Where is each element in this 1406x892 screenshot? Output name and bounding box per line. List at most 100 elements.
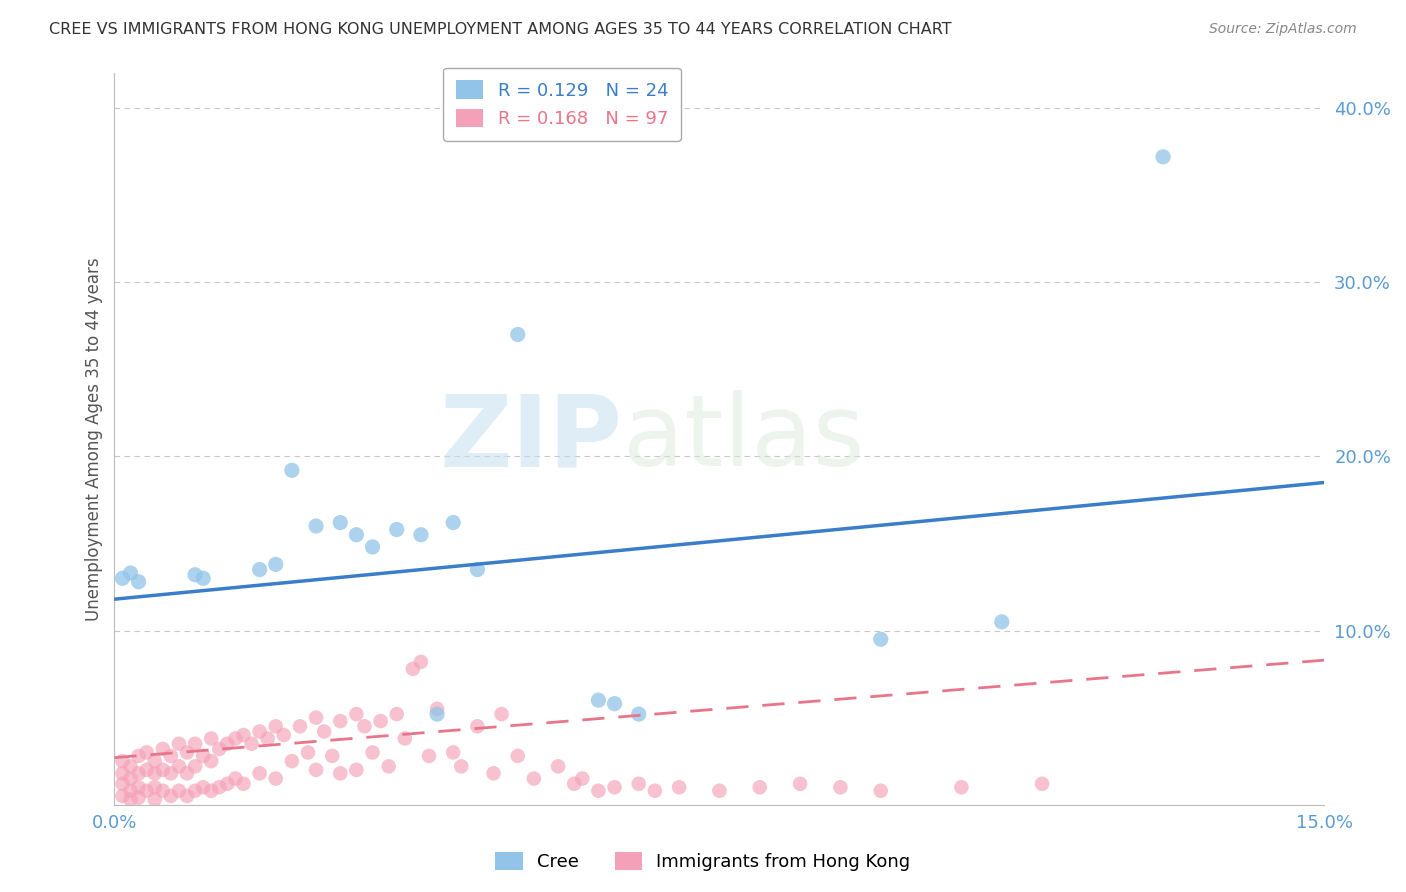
Point	[240, 737, 263, 751]
Legend: R = 0.129   N = 24, R = 0.168   N = 97: R = 0.129 N = 24, R = 0.168 N = 97	[443, 68, 681, 141]
Legend: Cree, Immigrants from Hong Kong: Cree, Immigrants from Hong Kong	[488, 845, 918, 879]
Point	[288, 719, 311, 733]
Point	[418, 748, 440, 763]
Point	[426, 702, 449, 716]
Point	[523, 772, 546, 786]
Point	[217, 737, 239, 751]
Point	[402, 662, 425, 676]
Point	[361, 540, 384, 554]
Point	[176, 789, 198, 803]
Point	[200, 754, 222, 768]
Point	[152, 742, 174, 756]
Point	[273, 728, 295, 742]
Point	[990, 615, 1012, 629]
Point	[506, 748, 529, 763]
Point	[176, 746, 198, 760]
Point	[128, 780, 150, 795]
Point	[135, 763, 157, 777]
Point	[167, 737, 190, 751]
Point	[191, 748, 214, 763]
Point	[603, 697, 626, 711]
Text: CREE VS IMMIGRANTS FROM HONG KONG UNEMPLOYMENT AMONG AGES 35 TO 44 YEARS CORRELA: CREE VS IMMIGRANTS FROM HONG KONG UNEMPL…	[49, 22, 952, 37]
Point	[482, 766, 505, 780]
Point	[668, 780, 690, 795]
Point	[869, 783, 891, 797]
Point	[176, 766, 198, 780]
Point	[167, 783, 190, 797]
Point	[249, 724, 271, 739]
Point	[264, 558, 287, 572]
Point	[950, 780, 973, 795]
Point	[748, 780, 770, 795]
Point	[128, 574, 150, 589]
Point	[120, 772, 142, 786]
Point	[264, 772, 287, 786]
Point	[191, 571, 214, 585]
Point	[385, 523, 408, 537]
Point	[281, 754, 304, 768]
Point	[224, 731, 246, 746]
Text: ZIP: ZIP	[440, 391, 623, 487]
Point	[344, 527, 367, 541]
Point	[111, 754, 134, 768]
Point	[441, 516, 464, 530]
Point	[491, 707, 513, 722]
Point	[249, 766, 271, 780]
Point	[264, 719, 287, 733]
Point	[329, 714, 352, 728]
Point	[562, 777, 585, 791]
Point	[441, 746, 464, 760]
Point	[321, 748, 343, 763]
Point	[426, 707, 449, 722]
Point	[627, 777, 650, 791]
Point	[128, 748, 150, 763]
Point	[506, 327, 529, 342]
Point	[120, 783, 142, 797]
Point	[353, 719, 375, 733]
Point	[120, 566, 142, 580]
Point	[305, 710, 328, 724]
Point	[361, 746, 384, 760]
Point	[644, 783, 666, 797]
Point	[281, 463, 304, 477]
Point	[135, 783, 157, 797]
Point	[184, 783, 207, 797]
Point	[143, 792, 166, 806]
Point	[232, 777, 254, 791]
Point	[224, 772, 246, 786]
Point	[314, 724, 336, 739]
Point	[143, 754, 166, 768]
Point	[135, 746, 157, 760]
Point	[143, 766, 166, 780]
Point	[111, 777, 134, 791]
Point	[709, 783, 731, 797]
Point	[200, 731, 222, 746]
Point	[128, 766, 150, 780]
Point	[160, 789, 183, 803]
Point	[409, 655, 432, 669]
Point	[830, 780, 852, 795]
Point	[200, 783, 222, 797]
Point	[120, 792, 142, 806]
Point	[467, 719, 489, 733]
Point	[329, 516, 352, 530]
Point	[152, 783, 174, 797]
Point	[385, 707, 408, 722]
Text: Source: ZipAtlas.com: Source: ZipAtlas.com	[1209, 22, 1357, 37]
Point	[305, 519, 328, 533]
Point	[547, 759, 569, 773]
Point	[370, 714, 392, 728]
Point	[571, 772, 593, 786]
Point	[191, 780, 214, 795]
Point	[869, 632, 891, 647]
Point	[111, 766, 134, 780]
Point	[208, 780, 231, 795]
Point	[789, 777, 811, 791]
Point	[232, 728, 254, 742]
Text: atlas: atlas	[623, 391, 865, 487]
Point	[409, 527, 432, 541]
Point	[305, 763, 328, 777]
Point	[256, 731, 278, 746]
Point	[184, 759, 207, 773]
Point	[344, 763, 367, 777]
